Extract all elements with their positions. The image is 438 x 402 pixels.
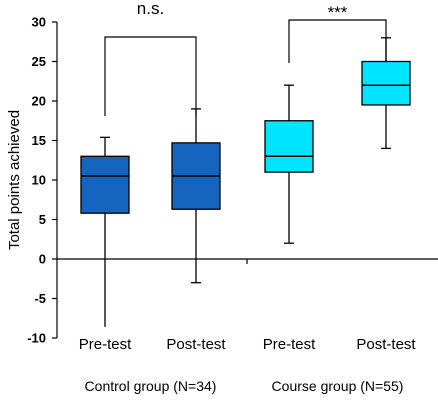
y-tick-label: 25: [32, 54, 46, 69]
bracket-line: [288, 19, 387, 63]
category-label: Pre-test: [263, 336, 316, 353]
y-tick-label: -10: [27, 331, 46, 346]
significance-bracket-1: n.s.: [104, 0, 197, 116]
y-tick-label: 0: [39, 252, 46, 267]
significance-bracket-2: ***: [288, 3, 387, 63]
box-2: [171, 108, 221, 284]
y-tick-label: -5: [34, 291, 46, 306]
box-4: [361, 37, 411, 150]
category-label: Post-test: [166, 336, 226, 353]
iqr-box: [361, 60, 411, 106]
box-1: [80, 136, 130, 327]
y-tick-label: 15: [32, 133, 46, 148]
category-label: Post-test: [356, 336, 416, 353]
axes: -10 -5 0 5 10 15 20 25 30: [27, 15, 438, 346]
iqr-box: [80, 155, 130, 214]
significance-brackets: n.s. ***: [104, 0, 387, 116]
bracket-line: [104, 36, 197, 116]
boxes: [80, 37, 411, 327]
iqr-box: [264, 120, 314, 173]
category-label: Pre-test: [79, 336, 132, 353]
box-3: [264, 84, 314, 244]
group-label: Control group (N=34): [85, 378, 217, 394]
y-tick-label: 10: [32, 173, 46, 188]
y-tick-label: 20: [32, 94, 46, 109]
significance-label: ***: [328, 3, 348, 22]
y-tick-label: 30: [32, 15, 46, 30]
significance-label: n.s.: [137, 0, 164, 18]
x-axis-labels: Pre-test Post-test Pre-test Post-test Contro…: [79, 336, 417, 394]
y-tick-label: 5: [39, 212, 46, 227]
y-axis-title: Total points achieved: [6, 110, 23, 250]
group-label: Course group (N=55): [272, 378, 404, 394]
